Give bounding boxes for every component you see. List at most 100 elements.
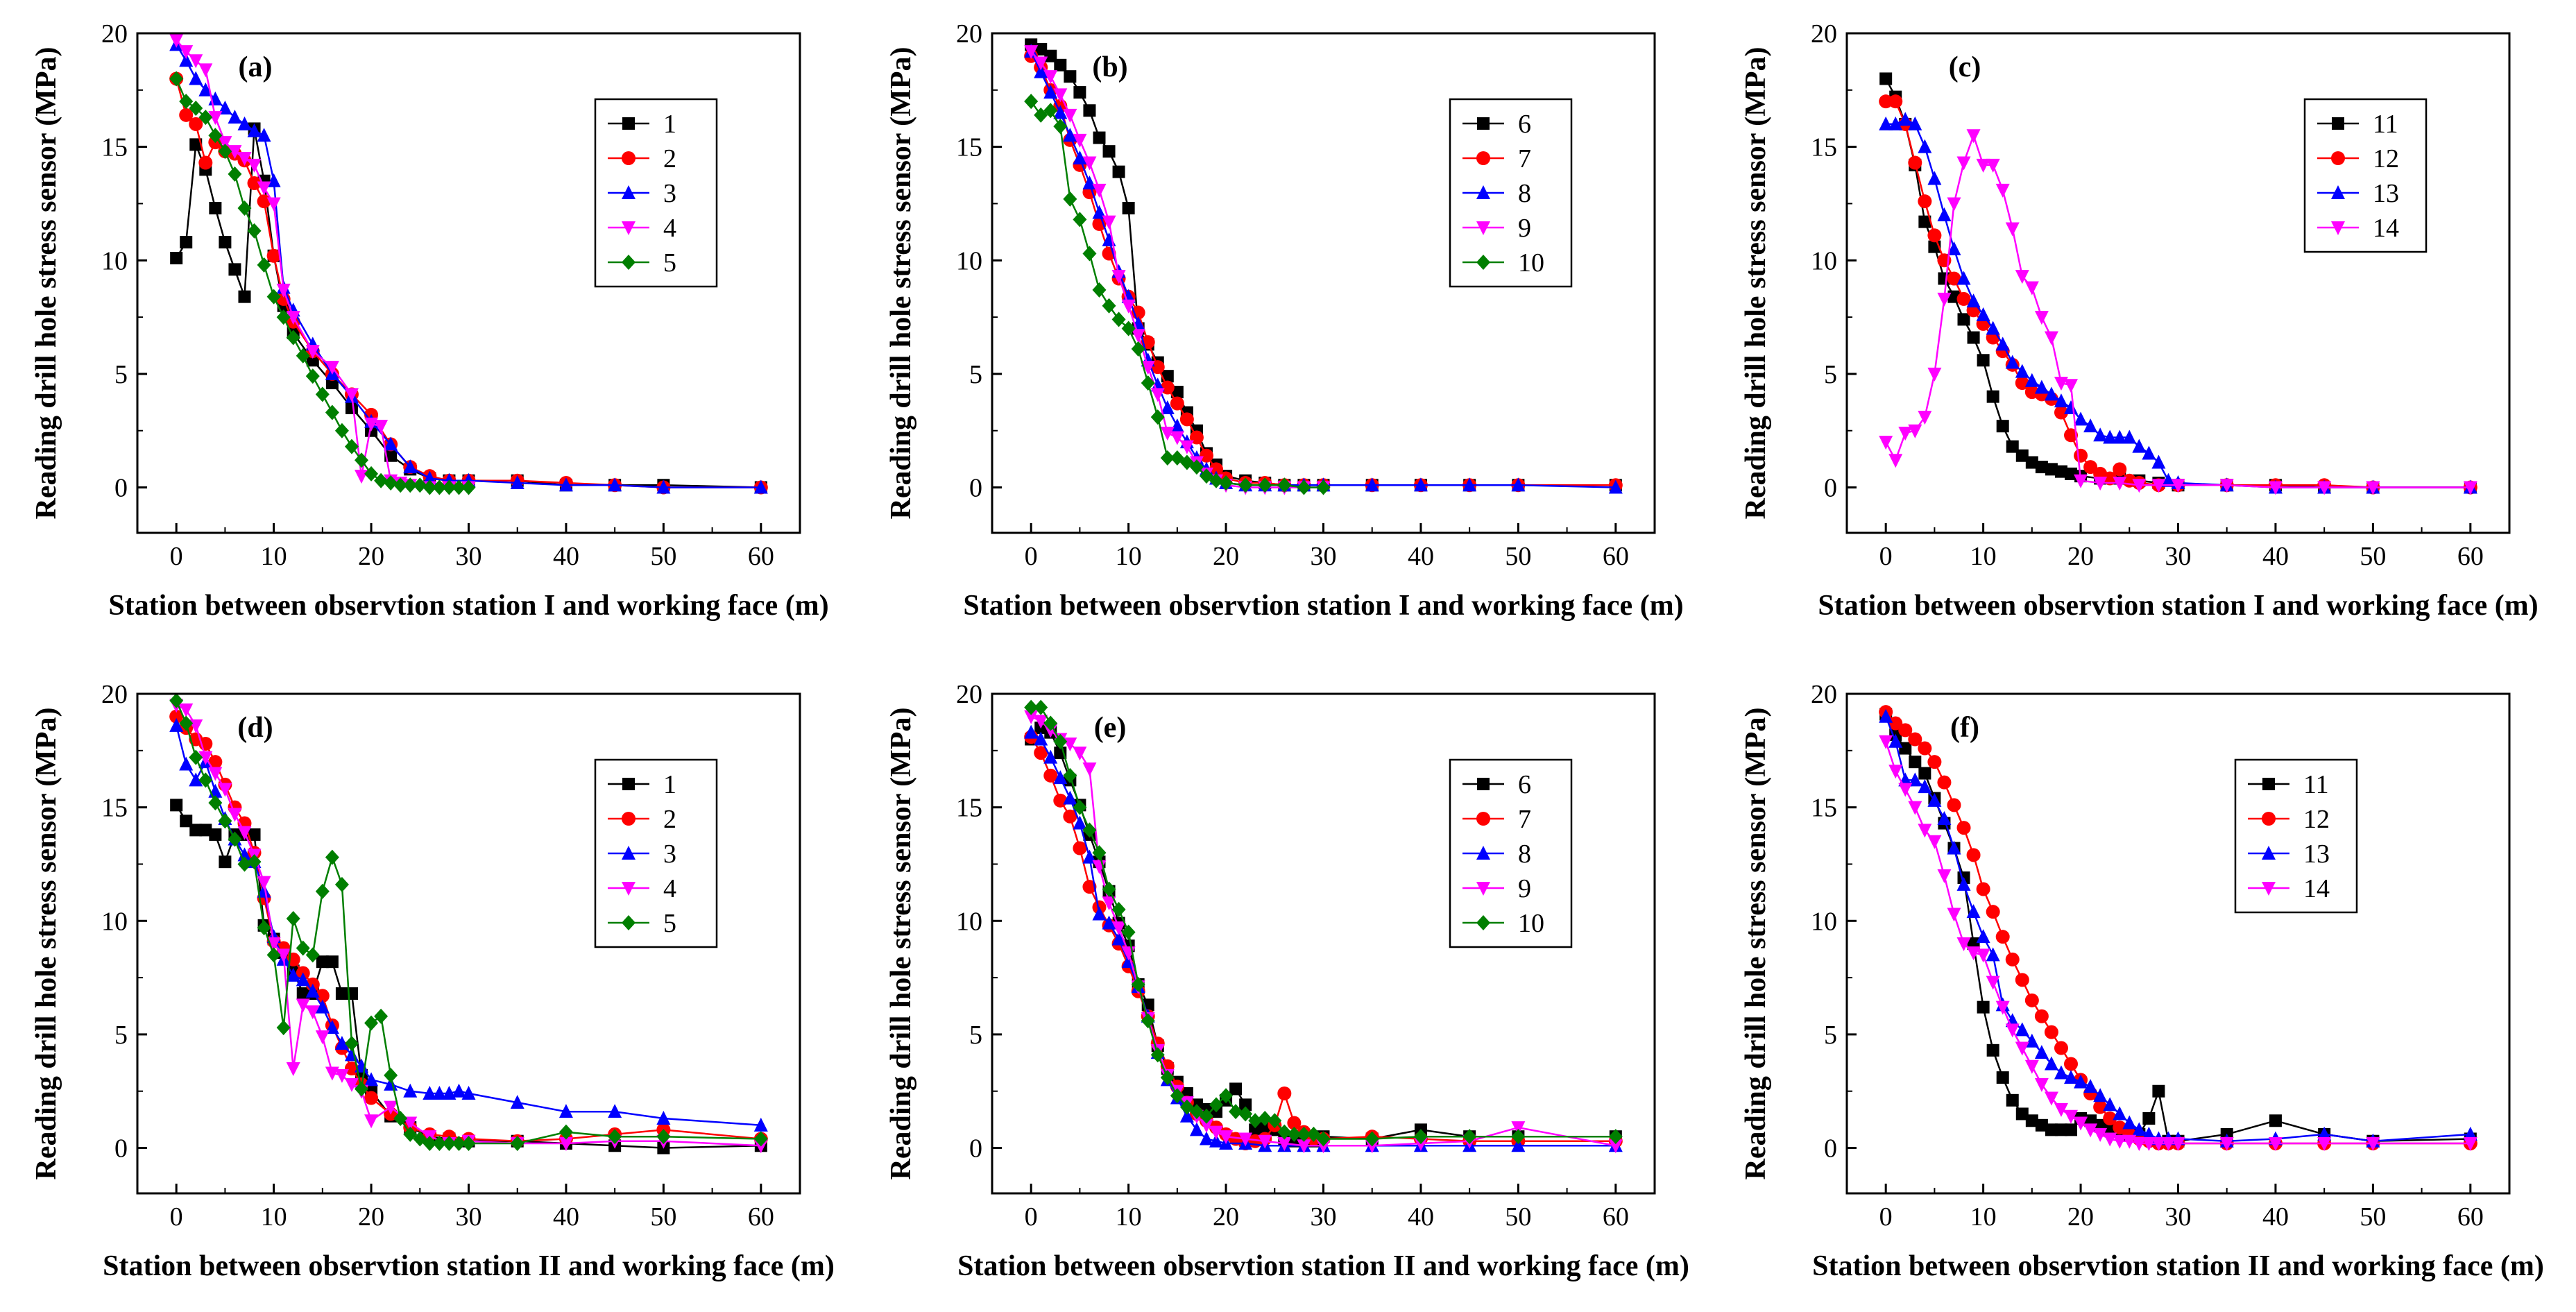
data-point-series-8	[1413, 477, 1428, 492]
data-point-series-9	[1121, 299, 1136, 314]
data-point-series-8	[1189, 1122, 1204, 1136]
data-point-series-11	[2025, 456, 2038, 469]
data-point-series-11	[1918, 767, 1931, 780]
y-tick-label: 15	[1811, 794, 1837, 823]
data-point-series-5	[334, 423, 349, 438]
data-point-series-7	[1277, 1087, 1292, 1100]
data-point-series-5	[218, 813, 232, 829]
data-point-series-10	[1150, 409, 1165, 425]
y-tick-label: 5	[969, 360, 982, 389]
data-point-series-12	[1976, 882, 1990, 896]
data-point-series-14	[1898, 427, 1913, 441]
data-point-series-4	[384, 1100, 398, 1115]
data-point-series-11	[2015, 449, 2029, 462]
data-point-series-8	[1462, 477, 1477, 492]
data-point-series-9	[1179, 440, 1194, 454]
x-tick-label: 40	[553, 1202, 579, 1232]
data-point-series-10	[1131, 341, 1145, 357]
data-point-series-11	[2054, 465, 2067, 478]
data-point-series-12	[1947, 271, 1961, 286]
data-point-series-5	[442, 1136, 457, 1151]
data-point-series-13	[1937, 811, 1952, 825]
data-point-series-10	[1073, 799, 1087, 815]
data-point-series-6	[1102, 145, 1116, 158]
data-point-series-13	[1956, 271, 1971, 285]
data-point-series-13	[2015, 1022, 2029, 1037]
data-point-series-1	[316, 955, 329, 969]
data-point-series-10	[1053, 119, 1068, 135]
data-point-series-1	[219, 236, 232, 249]
legend-label-14: 14	[2373, 214, 2399, 243]
data-point-series-11	[2006, 440, 2019, 453]
x-tick-label: 20	[1213, 542, 1239, 571]
data-point-series-13	[2093, 1088, 2108, 1102]
legend-label-13: 13	[2373, 179, 2399, 208]
data-point-series-2	[266, 248, 281, 263]
legend-label-1: 1	[663, 110, 676, 139]
data-point-series-14	[2268, 481, 2283, 495]
data-point-series-11	[1899, 742, 1912, 755]
data-point-series-9	[1238, 1132, 1253, 1147]
data-point-series-6	[1093, 131, 1106, 144]
legend-marker-1	[622, 117, 635, 130]
data-point-series-3	[218, 101, 232, 114]
data-point-series-11	[2054, 1123, 2067, 1136]
x-tick-label: 20	[358, 1202, 384, 1232]
data-point-series-4	[305, 345, 320, 359]
data-point-series-7	[1179, 412, 1194, 427]
data-point-series-1	[209, 202, 222, 214]
data-point-series-5	[344, 438, 359, 454]
data-point-series-3	[179, 756, 194, 771]
data-point-series-12	[2113, 1121, 2127, 1135]
y-tick-label: 10	[101, 907, 128, 936]
data-point-series-5	[423, 479, 437, 495]
data-point-series-8	[1092, 205, 1107, 219]
data-point-series-8	[1073, 151, 1087, 164]
data-point-series-9	[1082, 763, 1097, 776]
data-point-series-5	[608, 1129, 622, 1145]
data-point-series-5	[305, 368, 320, 384]
data-point-series-10	[1160, 1070, 1175, 1086]
data-point-series-12	[2005, 952, 2020, 966]
data-point-series-3	[452, 1083, 466, 1098]
data-point-series-14	[1956, 156, 1971, 171]
data-point-series-12	[2015, 973, 2029, 987]
data-point-series-10	[1287, 1126, 1302, 1142]
data-point-series-12	[2054, 405, 2068, 420]
legend-marker-9	[1476, 882, 1490, 896]
data-point-series-6	[1161, 370, 1174, 383]
data-point-series-12	[1937, 775, 1952, 790]
data-point-series-3	[423, 1086, 437, 1100]
data-point-series-12	[1947, 798, 1961, 812]
legend-marker-6	[1477, 117, 1490, 130]
data-point-series-10	[1316, 1131, 1331, 1147]
data-point-series-13	[2132, 438, 2147, 453]
data-point-series-5	[276, 309, 291, 325]
data-point-series-10	[1121, 924, 1136, 940]
data-point-series-5	[208, 128, 223, 144]
x-tick-label: 0	[1025, 542, 1038, 571]
x-tick-label: 40	[2262, 1202, 2289, 1232]
data-point-series-14	[2113, 477, 2127, 491]
x-tick-label: 20	[2067, 542, 2094, 571]
x-tick-label: 10	[1116, 1202, 1142, 1232]
data-point-series-14	[1995, 183, 2010, 198]
x-axis-title: Station between observtion station I and…	[963, 590, 1683, 622]
legend-marker-11	[2332, 117, 2344, 130]
data-point-series-14	[1888, 765, 1903, 779]
data-point-series-10	[1238, 477, 1253, 493]
data-point-series-11	[1967, 331, 1980, 344]
data-point-series-14	[1879, 735, 1893, 749]
data-point-series-12	[1986, 905, 2000, 919]
data-point-series-3	[753, 1117, 768, 1132]
data-point-series-10	[1082, 822, 1097, 838]
data-point-series-4	[218, 136, 232, 151]
data-point-series-14	[2268, 1137, 2283, 1151]
data-point-series-11	[2152, 1084, 2165, 1098]
data-point-series-11	[2269, 1114, 2282, 1127]
data-point-series-3	[656, 479, 671, 494]
data-point-series-12	[1888, 716, 1903, 731]
data-point-series-8	[1102, 915, 1116, 930]
data-point-series-7	[1150, 360, 1165, 375]
y-axis-title: Reading drill hole stress sensor (MPa)	[885, 708, 917, 1180]
